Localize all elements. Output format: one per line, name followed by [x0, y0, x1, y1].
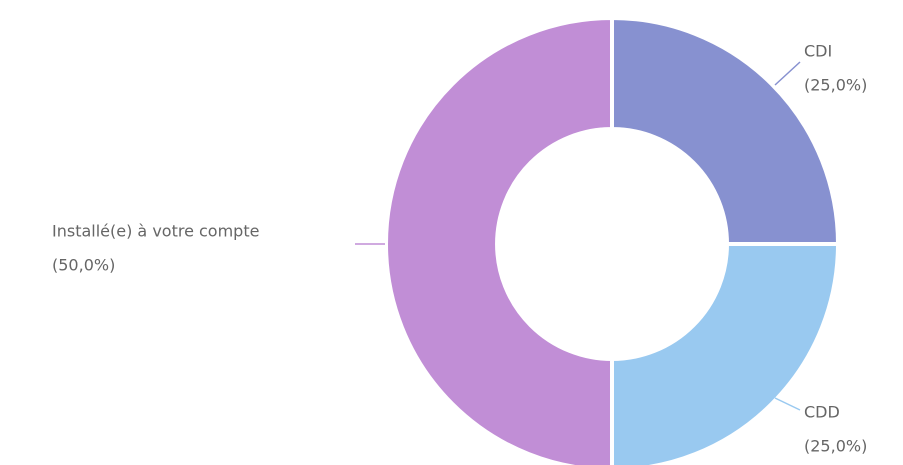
slice-value-label: (25,0%) [804, 437, 867, 456]
slice-label: CDD [804, 403, 840, 422]
donut-segment [610, 242, 841, 465]
slice-label: Installé(e) à votre compte [52, 222, 259, 241]
leader-line [774, 61, 801, 86]
donut-segment [384, 15, 614, 465]
slice-value-label: (50,0%) [52, 256, 115, 275]
donut-segment [610, 15, 841, 246]
slice-label: CDI [804, 42, 832, 61]
slice-value-label: (25,0%) [804, 76, 867, 95]
leader-line [774, 397, 801, 411]
